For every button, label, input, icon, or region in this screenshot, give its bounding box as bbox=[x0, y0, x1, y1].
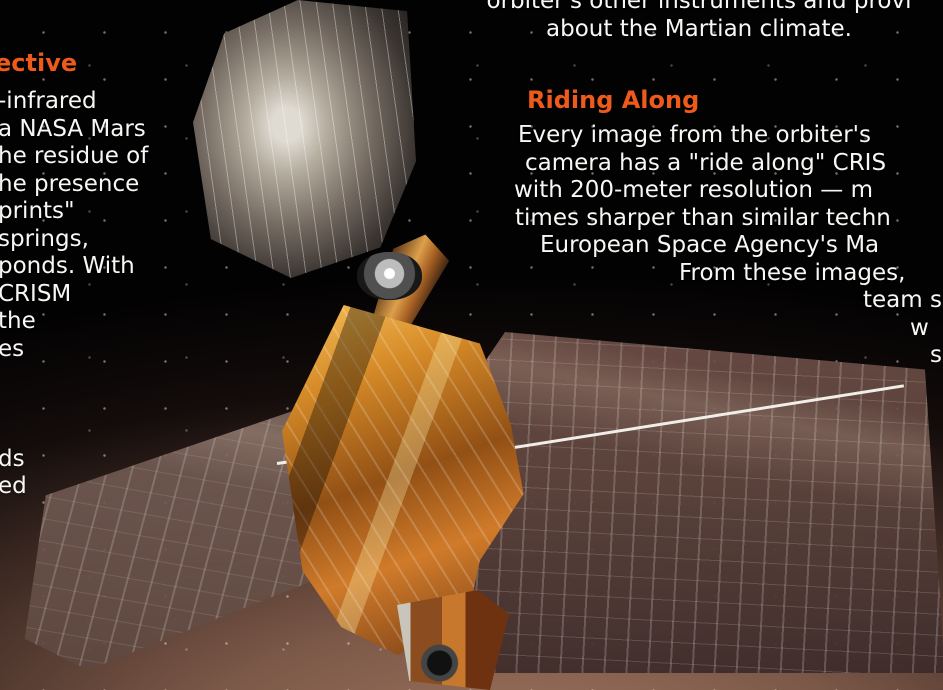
left-body-line: he residue of bbox=[0, 143, 149, 169]
satellite-dish-icon bbox=[193, 0, 416, 278]
riding-body-line: From these images, bbox=[679, 259, 906, 286]
left-body-line: ed bbox=[0, 473, 27, 499]
left-body-line: a NASA Mars bbox=[0, 115, 146, 142]
left-body-line: ponds. With bbox=[0, 253, 135, 279]
left-body-line: es bbox=[0, 335, 25, 362]
top-right-copy: orbiter's other instruments and provi ab… bbox=[429, 0, 943, 43]
riding-body-line: times sharper than similar techn bbox=[515, 204, 891, 231]
riding-body-line: team s bbox=[863, 287, 942, 313]
riding-along-heading: Riding Along bbox=[527, 86, 700, 114]
top-right-line: orbiter's other instruments and provi bbox=[486, 0, 912, 14]
riding-along-body: Every image from the orbiter's camera ha… bbox=[514, 122, 942, 370]
top-right-line: about the Martian climate. bbox=[546, 15, 852, 42]
riding-body-line: Every image from the orbiter's bbox=[518, 122, 871, 148]
riding-body-line: s bbox=[930, 342, 942, 368]
left-body-line: ds bbox=[0, 445, 25, 472]
camera-icon bbox=[397, 590, 509, 690]
left-section-body: -infrared a NASA Mars he residue of he p… bbox=[0, 88, 148, 501]
riding-body-line: European Space Agency's Ma bbox=[540, 232, 880, 258]
left-body-line: he presence bbox=[0, 170, 140, 197]
left-body-line: CRISM bbox=[0, 280, 72, 307]
solar-panel-icon bbox=[445, 332, 943, 673]
left-body-line bbox=[0, 391, 148, 419]
left-body-line bbox=[0, 418, 148, 446]
left-body-line: springs, bbox=[0, 225, 89, 252]
riding-body-line: camera has a "ride along" CRIS bbox=[525, 149, 887, 176]
left-body-line: the bbox=[0, 308, 36, 334]
left-body-line: -infrared bbox=[0, 88, 97, 114]
left-section-heading: ective bbox=[0, 49, 78, 77]
right-solar-panel bbox=[445, 332, 943, 673]
left-body-line: prints" bbox=[0, 198, 75, 224]
riding-body-line: w bbox=[910, 314, 929, 341]
antenna-mount-icon bbox=[357, 252, 422, 300]
riding-body-line: with 200-meter resolution — m bbox=[514, 177, 874, 203]
left-body-line bbox=[0, 363, 148, 391]
